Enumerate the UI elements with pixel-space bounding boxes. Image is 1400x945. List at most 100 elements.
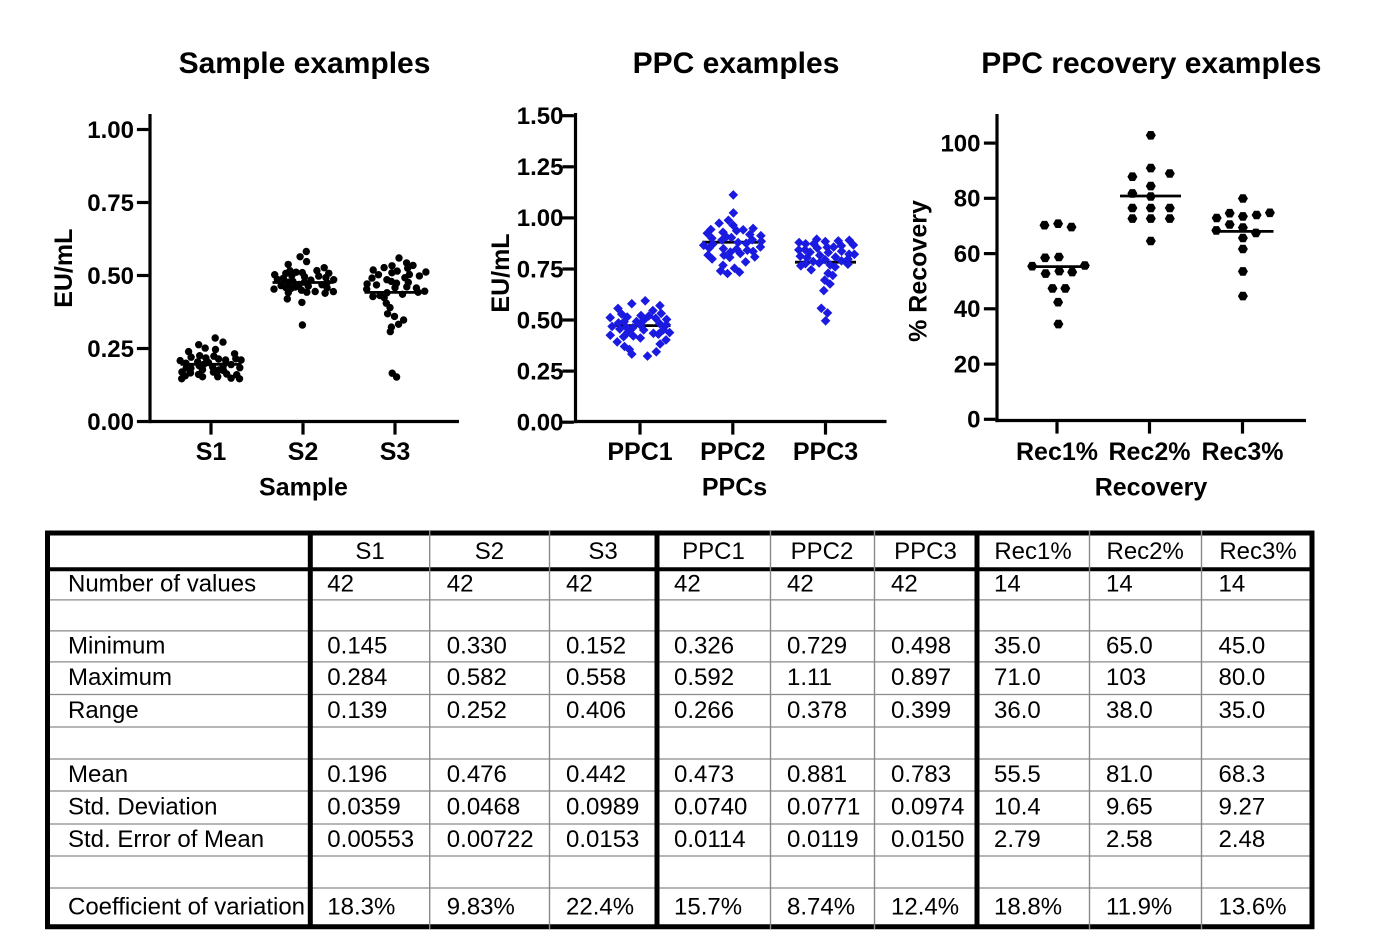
svg-text:81.0: 81.0 [1106,761,1153,788]
svg-text:42: 42 [566,571,593,598]
svg-text:0.897: 0.897 [891,664,951,691]
svg-text:42: 42 [674,571,701,598]
svg-text:PPC1: PPC1 [682,538,745,565]
svg-text:0.145: 0.145 [327,632,387,659]
svg-text:2.58: 2.58 [1106,826,1153,853]
svg-text:0.729: 0.729 [787,632,847,659]
svg-text:PPC examples: PPC examples [633,47,840,80]
svg-text:Maximum: Maximum [68,664,172,691]
svg-text:65.0: 65.0 [1106,632,1153,659]
svg-text:0.406: 0.406 [566,697,626,724]
svg-text:0.284: 0.284 [327,664,387,691]
svg-text:0.442: 0.442 [566,761,626,788]
svg-text:Mean: Mean [68,761,128,788]
svg-text:0.0150: 0.0150 [891,826,964,853]
svg-text:Minimum: Minimum [68,632,165,659]
svg-text:PPC2: PPC2 [791,538,854,565]
svg-text:9.83%: 9.83% [447,893,515,920]
svg-text:0.0974: 0.0974 [891,794,964,821]
svg-text:PPC2: PPC2 [700,438,765,466]
svg-text:0.326: 0.326 [674,632,734,659]
svg-text:S2: S2 [288,438,319,466]
svg-text:0.25: 0.25 [87,336,134,363]
svg-text:0.498: 0.498 [891,632,951,659]
svg-text:0.592: 0.592 [674,664,734,691]
svg-text:0.266: 0.266 [674,697,734,724]
svg-text:Number of values: Number of values [68,571,256,598]
svg-text:18.8%: 18.8% [994,893,1062,920]
svg-text:8.74%: 8.74% [787,893,855,920]
svg-text:0.00722: 0.00722 [447,826,534,853]
svg-text:0.0114: 0.0114 [674,826,746,853]
svg-text:42: 42 [447,571,474,598]
svg-text:S3: S3 [588,538,617,565]
svg-text:20: 20 [954,351,981,378]
svg-text:0.330: 0.330 [447,632,507,659]
svg-text:1.11: 1.11 [787,664,832,691]
svg-text:Std. Deviation: Std. Deviation [68,794,217,821]
svg-text:0.473: 0.473 [674,761,734,788]
svg-text:45.0: 45.0 [1219,632,1266,659]
svg-text:15.7%: 15.7% [674,893,742,920]
svg-text:Rec2%: Rec2% [1109,438,1191,466]
svg-text:35.0: 35.0 [994,632,1041,659]
svg-text:1.50: 1.50 [517,103,564,130]
svg-text:1.00: 1.00 [87,117,134,144]
svg-text:Rec3%: Rec3% [1219,538,1296,565]
svg-text:0.558: 0.558 [566,664,626,691]
svg-text:0.196: 0.196 [327,761,387,788]
svg-text:S2: S2 [475,538,504,565]
svg-text:18.3%: 18.3% [327,893,395,920]
svg-text:36.0: 36.0 [994,697,1041,724]
svg-text:0.50: 0.50 [517,307,564,334]
svg-text:100: 100 [940,130,980,157]
svg-text:S1: S1 [355,538,384,565]
svg-text:22.4%: 22.4% [566,893,634,920]
svg-text:0.783: 0.783 [891,761,951,788]
svg-text:12.4%: 12.4% [891,893,959,920]
svg-text:0.00: 0.00 [517,410,564,437]
svg-text:0.0740: 0.0740 [674,794,747,821]
svg-text:2.48: 2.48 [1219,826,1266,853]
svg-text:0.75: 0.75 [87,190,134,217]
svg-text:0.75: 0.75 [517,256,564,283]
svg-text:80.0: 80.0 [1219,664,1266,691]
svg-text:Rec3%: Rec3% [1202,438,1284,466]
svg-text:0.139: 0.139 [327,697,387,724]
svg-text:9.27: 9.27 [1219,794,1266,821]
svg-text:0.0771: 0.0771 [787,794,860,821]
svg-text:0.399: 0.399 [891,697,951,724]
svg-text:42: 42 [327,571,354,598]
svg-text:0.252: 0.252 [447,697,507,724]
svg-text:14: 14 [1219,571,1246,598]
svg-text:0.0153: 0.0153 [566,826,639,853]
svg-text:PPCs: PPCs [702,473,767,501]
svg-text:2.79: 2.79 [994,826,1041,853]
svg-text:Rec1%: Rec1% [994,538,1071,565]
svg-text:Sample examples: Sample examples [179,47,431,80]
svg-text:103: 103 [1106,664,1146,691]
svg-text:EU/mL: EU/mL [50,229,78,308]
svg-text:PPC recovery examples: PPC recovery examples [981,47,1321,80]
svg-text:0.0359: 0.0359 [327,794,400,821]
svg-text:0.0468: 0.0468 [447,794,520,821]
svg-text:38.0: 38.0 [1106,697,1153,724]
svg-text:% Recovery: % Recovery [904,200,932,342]
svg-text:PPC3: PPC3 [894,538,957,565]
svg-text:0.00553: 0.00553 [327,826,414,853]
svg-text:0.25: 0.25 [517,358,564,385]
svg-text:1.25: 1.25 [517,154,564,181]
svg-text:EU/mL: EU/mL [487,233,515,312]
svg-text:1.00: 1.00 [517,205,564,232]
svg-text:42: 42 [891,571,918,598]
svg-text:9.65: 9.65 [1106,794,1153,821]
svg-text:0.0989: 0.0989 [566,794,639,821]
svg-text:Rec1%: Rec1% [1016,438,1098,466]
svg-text:0.152: 0.152 [566,632,626,659]
svg-text:71.0: 71.0 [994,664,1041,691]
svg-text:0.476: 0.476 [447,761,507,788]
svg-text:60: 60 [954,241,981,268]
svg-text:0.881: 0.881 [787,761,847,788]
svg-text:PPC3: PPC3 [793,438,858,466]
svg-text:11.9%: 11.9% [1106,893,1172,920]
